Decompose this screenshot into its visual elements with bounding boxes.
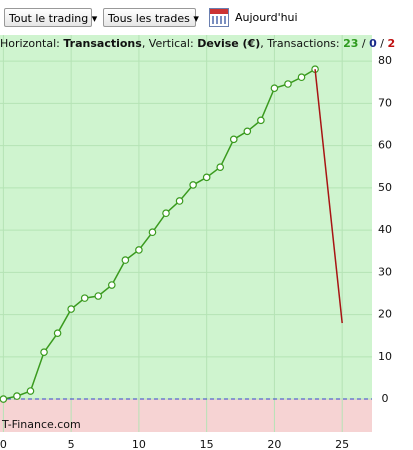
point xyxy=(94,292,103,300)
point xyxy=(202,173,211,182)
point xyxy=(297,73,306,82)
header-text: , Transactions: xyxy=(260,37,344,50)
point xyxy=(135,246,143,254)
x-tick-label: 15 xyxy=(200,438,214,450)
y-tick-label: 30 xyxy=(378,265,392,278)
point xyxy=(229,135,238,144)
header-text: Horizontal: xyxy=(0,37,64,50)
line xyxy=(3,68,316,400)
y-tick-label: 60 xyxy=(378,139,392,152)
x-tick-label: 5 xyxy=(68,438,75,450)
positive-area xyxy=(0,35,372,400)
y-tick-label: 50 xyxy=(378,181,392,194)
point xyxy=(284,80,292,88)
even-count: 0 xyxy=(369,37,377,50)
point xyxy=(148,228,157,237)
point xyxy=(26,387,35,395)
y-tick-label: 80 xyxy=(378,54,392,67)
point xyxy=(67,305,75,313)
y-tick-label: 0 xyxy=(382,392,389,405)
negative-area xyxy=(0,399,372,432)
x-tick-label: 25 xyxy=(335,438,349,450)
x-tick-label: 20 xyxy=(267,438,281,450)
lost-count: 2 xyxy=(387,37,396,50)
y-tick-label: 20 xyxy=(378,308,392,321)
line xyxy=(314,69,343,324)
separator: / xyxy=(376,37,388,50)
point xyxy=(162,209,170,218)
point xyxy=(80,294,89,302)
point xyxy=(243,127,252,136)
calendar-icon[interactable] xyxy=(209,8,229,27)
point xyxy=(53,329,62,337)
x-tick-label: 10 xyxy=(132,438,146,450)
x-tick-label: 0 xyxy=(0,438,7,450)
point xyxy=(108,281,116,289)
point xyxy=(121,256,130,264)
watermark: T-Finance.com xyxy=(1,418,81,431)
point xyxy=(13,392,21,400)
filter-button[interactable]: Tout le trading xyxy=(4,8,92,27)
y-tick-label: 70 xyxy=(378,96,392,109)
won-count: 23 xyxy=(343,37,359,50)
y-tick-label: 10 xyxy=(378,350,392,363)
point xyxy=(0,395,8,403)
chart-header: Horizontal: Transactions, Vertical: Devi… xyxy=(0,37,395,50)
point xyxy=(216,163,225,171)
point xyxy=(270,84,279,93)
point xyxy=(40,348,48,356)
date-label[interactable]: Aujourd'hui xyxy=(235,11,298,24)
point xyxy=(175,197,184,205)
y-tick-label: 40 xyxy=(378,223,392,236)
filter-button[interactable]: Tous les trades xyxy=(103,8,196,27)
header-value: Devise (€) xyxy=(197,37,261,50)
header-value: Transactions xyxy=(63,37,142,50)
header-text: , Vertical: xyxy=(141,37,198,50)
point xyxy=(189,181,197,189)
point xyxy=(257,116,265,125)
separator: / xyxy=(358,37,370,50)
